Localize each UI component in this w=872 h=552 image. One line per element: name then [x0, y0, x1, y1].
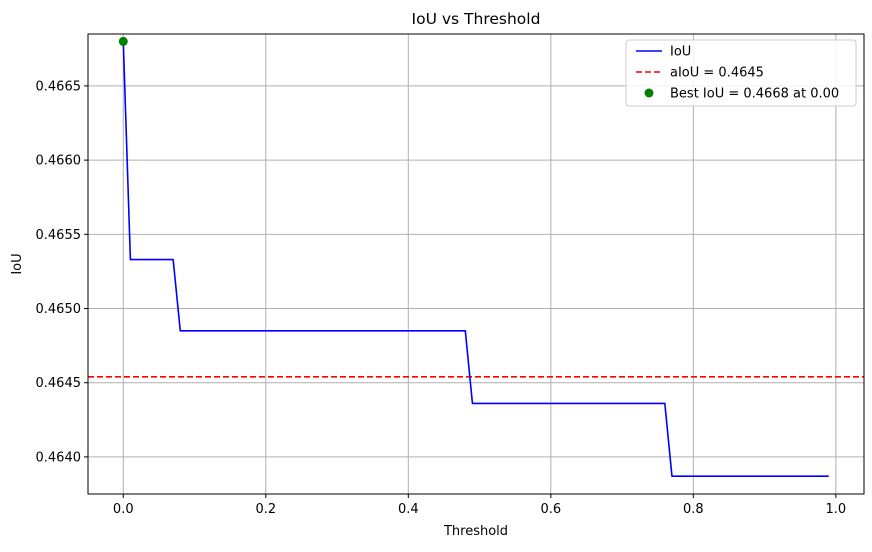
y-axis-ticks: 0.4640 0.4645 0.4650 0.4655 0.4660 0.4665: [36, 79, 88, 465]
legend-label: Best IoU = 0.4668 at 0.00: [670, 87, 839, 102]
best-iou-marker: [118, 36, 128, 46]
x-tick-label: 0.0: [113, 502, 134, 517]
legend-dot-swatch: [644, 88, 654, 98]
y-tick-label: 0.4665: [36, 79, 82, 94]
y-tick-label: 0.4640: [36, 450, 82, 465]
grid-lines: [88, 34, 864, 494]
x-axis-label: Threshold: [443, 524, 508, 539]
legend: IoU aIoU = 0.4645 Best IoU = 0.4668 at 0.0…: [625, 39, 857, 107]
plot-area-frame: [87, 33, 865, 495]
chart-title: IoU vs Threshold: [412, 10, 541, 28]
legend-box: [625, 39, 857, 107]
x-tick-label: 0.8: [683, 502, 704, 517]
iou-series: [122, 41, 829, 477]
iou-line: [122, 41, 829, 477]
y-tick-label: 0.4655: [36, 228, 82, 243]
x-tick-label: 0.6: [540, 502, 561, 517]
legend-label: IoU: [670, 45, 691, 60]
best-iou-point: [118, 36, 128, 46]
y-tick-label: 0.4650: [36, 302, 82, 317]
x-tick-label: 1.0: [826, 502, 847, 517]
y-tick-label: 0.4645: [36, 376, 82, 391]
y-axis-label: IoU: [10, 253, 25, 274]
x-tick-label: 0.2: [255, 502, 276, 517]
legend-label: aIoU = 0.4645: [670, 66, 764, 81]
x-axis-ticks: 0.0 0.2 0.4 0.6 0.8 1.0: [113, 494, 846, 517]
x-tick-label: 0.4: [398, 502, 419, 517]
y-tick-label: 0.4660: [36, 154, 82, 169]
